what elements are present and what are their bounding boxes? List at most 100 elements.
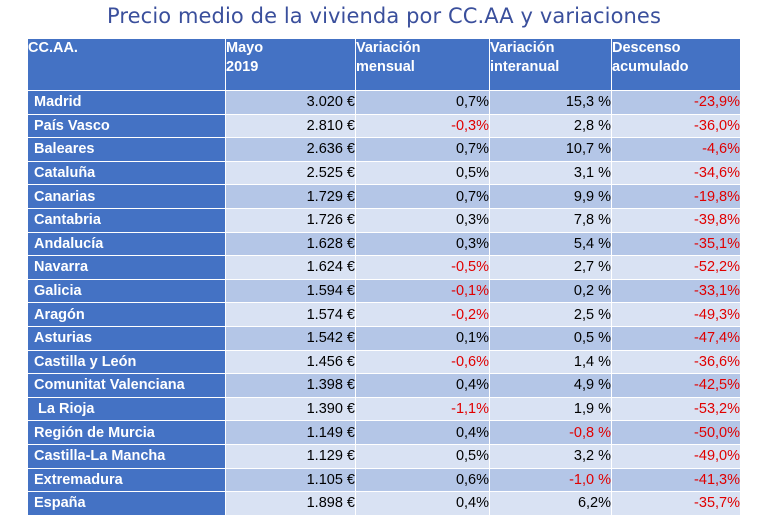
table-title: Precio medio de la vivienda por CC.AA y … <box>106 4 661 28</box>
price-cell: 1.542 € <box>225 325 356 351</box>
cumulative-drop-cell: -49,3% <box>611 302 741 327</box>
cumulative-drop-cell: -36,6% <box>611 349 741 375</box>
table-row: Extremadura 1.105 €0,6% -1,0 % -41,3% <box>27 467 741 493</box>
yearly-change-cell: 5,4 % <box>489 231 612 257</box>
yearly-change-cell: 3,1 % <box>489 160 612 186</box>
price-cell: 1.129 € <box>225 443 356 469</box>
yearly-change-cell: 6,2% <box>489 491 612 516</box>
table-row: Cataluña 2.525 €0,5% 3,1 % -34,6% <box>27 160 741 186</box>
region-cell: Aragón <box>27 302 226 327</box>
housing-price-table: CC.AA. Mayo 2019 Variación mensual Varia… <box>27 38 741 516</box>
yearly-change-cell: 3,2 % <box>489 443 612 469</box>
column-header-monthly-change: Variación mensual <box>355 38 490 91</box>
cumulative-drop-cell: -53,2% <box>611 396 741 422</box>
region-cell: País Vasco <box>27 113 226 139</box>
monthly-change-cell: -0,6% <box>355 349 490 375</box>
monthly-change-cell: -0,2% <box>355 302 490 327</box>
yearly-change-cell: 9,9 % <box>489 184 612 209</box>
monthly-change-cell: 0,7% <box>355 184 490 209</box>
price-cell: 1.456 € <box>225 349 356 375</box>
yearly-change-cell: 7,8 % <box>489 207 612 233</box>
monthly-change-cell: 0,4% <box>355 491 490 516</box>
table-row: Castilla-La Mancha 1.129 €0,5% 3,2 % -49,0% <box>27 443 741 469</box>
cumulative-drop-cell: -34,6% <box>611 160 741 186</box>
yearly-change-cell: 10,7 % <box>489 137 612 162</box>
table-row: Andalucía 1.628 €0,3% 5,4 % -35,1% <box>27 231 741 257</box>
monthly-change-cell: 0,5% <box>355 160 490 186</box>
price-cell: 2.810 € <box>225 113 356 139</box>
cumulative-drop-cell: -41,3% <box>611 467 741 493</box>
table-row: Navarra 1.624 € -0,5% 2,7 % -52,2% <box>27 255 741 280</box>
region-cell: Baleares <box>27 137 226 162</box>
region-cell: Castilla-La Mancha <box>27 443 226 469</box>
table-row: España 1.898 €0,4% 6,2% -35,7% <box>27 491 741 516</box>
monthly-change-cell: -0,1% <box>355 278 490 304</box>
region-cell: Castilla y León <box>27 349 226 375</box>
cumulative-drop-cell: -39,8% <box>611 207 741 233</box>
table-row: Canarias 1.729 €0,7% 9,9 % -19,8% <box>27 184 741 209</box>
table-row: Cantabria 1.726 €0,3% 7,8 % -39,8% <box>27 207 741 233</box>
region-cell: Cataluña <box>27 160 226 186</box>
yearly-change-cell: 2,5 % <box>489 302 612 327</box>
monthly-change-cell: 0,1% <box>355 325 490 351</box>
monthly-change-cell: -1,1% <box>355 396 490 422</box>
yearly-change-cell: 2,8 % <box>489 113 612 139</box>
region-cell: Cantabria <box>27 207 226 233</box>
monthly-change-cell: 0,5% <box>355 443 490 469</box>
cumulative-drop-cell: -50,0% <box>611 420 741 445</box>
yearly-change-cell: 2,7 % <box>489 255 612 280</box>
table-row: La Rioja 1.390 € -1,1% 1,9 % -53,2% <box>27 396 741 422</box>
price-cell: 1.628 € <box>225 231 356 257</box>
cumulative-drop-cell: -19,8% <box>611 184 741 209</box>
yearly-change-cell: 1,4 % <box>489 349 612 375</box>
price-cell: 2.636 € <box>225 137 356 162</box>
table-row: Comunitat Valenciana 1.398 €0,4% 4,9 % -42,… <box>27 373 741 398</box>
monthly-change-cell: 0,3% <box>355 207 490 233</box>
table-row: Asturias 1.542 €0,1% 0,5 % -47,4% <box>27 325 741 351</box>
price-cell: 1.624 € <box>225 255 356 280</box>
column-header-cumulative-drop: Descenso acumulado <box>611 38 741 91</box>
table-header-row: CC.AA. Mayo 2019 Variación mensual Varia… <box>27 38 741 91</box>
price-cell: 2.525 € <box>225 160 356 186</box>
region-cell: Navarra <box>27 255 226 280</box>
price-cell: 1.898 € <box>225 491 356 516</box>
table-row: Región de Murcia 1.149 €0,4% -0,8 % -50,0% <box>27 420 741 445</box>
monthly-change-cell: 0,7% <box>355 137 490 162</box>
price-cell: 1.594 € <box>225 278 356 304</box>
yearly-change-cell: 0,2 % <box>489 278 612 304</box>
yearly-change-cell: 15,3 % <box>489 90 612 115</box>
table-row: País Vasco 2.810 € -0,3% 2,8 % -36,0% <box>27 113 741 139</box>
region-cell: España <box>27 491 226 516</box>
yearly-change-cell: -1,0 % <box>489 467 612 493</box>
table-row: Baleares 2.636 €0,7% 10,7 % -4,6% <box>27 137 741 162</box>
cumulative-drop-cell: -52,2% <box>611 255 741 280</box>
price-cell: 1.574 € <box>225 302 356 327</box>
monthly-change-cell: 0,3% <box>355 231 490 257</box>
column-header-region: CC.AA. <box>27 38 226 91</box>
monthly-change-cell: 0,4% <box>355 373 490 398</box>
table-row: Galicia 1.594 € -0,1% 0,2 % -33,1% <box>27 278 741 304</box>
cumulative-drop-cell: -23,9% <box>611 90 741 115</box>
region-cell: Galicia <box>27 278 226 304</box>
table-row: Aragón 1.574 € -0,2% 2,5 % -49,3% <box>27 302 741 327</box>
region-cell: Comunitat Valenciana <box>27 373 226 398</box>
region-cell: Extremadura <box>27 467 226 493</box>
price-cell: 1.149 € <box>225 420 356 445</box>
region-cell: Asturias <box>27 325 226 351</box>
cumulative-drop-cell: -35,1% <box>611 231 741 257</box>
cumulative-drop-cell: -36,0% <box>611 113 741 139</box>
cumulative-drop-cell: -42,5% <box>611 373 741 398</box>
price-cell: 1.390 € <box>225 396 356 422</box>
price-cell: 1.726 € <box>225 207 356 233</box>
region-cell: Andalucía <box>27 231 226 257</box>
price-cell: 3.020 € <box>225 90 356 115</box>
yearly-change-cell: 0,5 % <box>489 325 612 351</box>
region-cell: Canarias <box>27 184 226 209</box>
column-header-price: Mayo 2019 <box>225 38 356 91</box>
monthly-change-cell: 0,6% <box>355 467 490 493</box>
monthly-change-cell: 0,7% <box>355 90 490 115</box>
price-cell: 1.729 € <box>225 184 356 209</box>
region-cell: Región de Murcia <box>27 420 226 445</box>
column-header-yearly-change: Variación interanual <box>489 38 612 91</box>
yearly-change-cell: 4,9 % <box>489 373 612 398</box>
